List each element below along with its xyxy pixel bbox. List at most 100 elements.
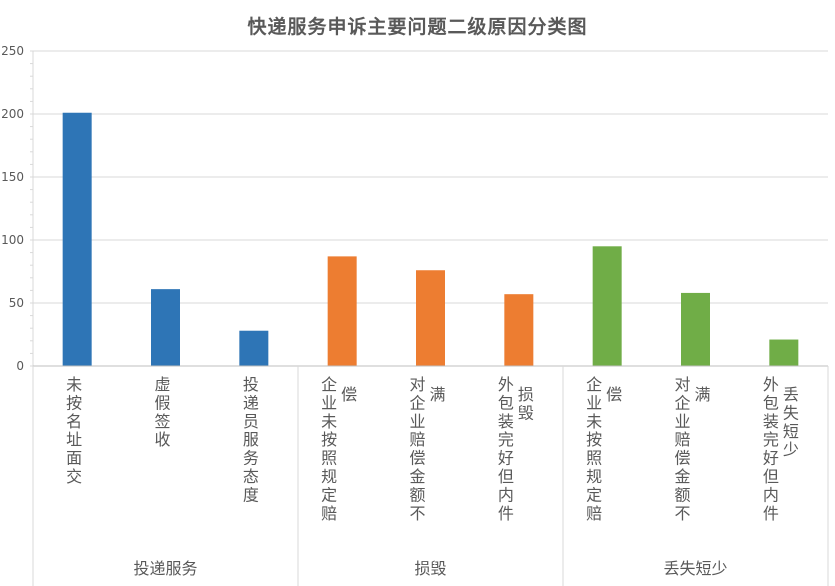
chart-title: 快递服务申诉主要问题二级原因分类图 bbox=[247, 16, 588, 38]
bar bbox=[327, 256, 357, 366]
category-label-char: 按 bbox=[321, 430, 337, 449]
category-label-char: 企 bbox=[409, 393, 425, 412]
category-label-char: 偿 bbox=[606, 385, 622, 404]
category-label-char: 件 bbox=[763, 504, 779, 523]
category-label-char: 赔 bbox=[409, 430, 425, 449]
category-label-char: 按 bbox=[586, 430, 602, 449]
category-label-char: 业 bbox=[321, 393, 337, 412]
category-label-char: 好 bbox=[498, 449, 514, 468]
category-label-char: 收 bbox=[154, 430, 170, 449]
bar bbox=[151, 289, 180, 366]
category-label-char: 面 bbox=[66, 449, 82, 468]
category-label-char: 址 bbox=[66, 430, 82, 449]
group-label: 损毁 bbox=[414, 559, 446, 578]
bar bbox=[681, 292, 710, 366]
category-label-char: 服 bbox=[243, 430, 259, 449]
group-label: 丢失短少 bbox=[663, 559, 727, 578]
category-label-char: 失 bbox=[783, 403, 799, 422]
category-label-char: 内 bbox=[498, 485, 514, 504]
category-label-char: 偿 bbox=[341, 385, 357, 404]
category-label-char: 未 bbox=[321, 412, 337, 431]
bar bbox=[504, 294, 534, 366]
category-label-char: 企 bbox=[321, 375, 337, 394]
y-tick-label: 0 bbox=[16, 359, 24, 373]
category-label-char: 额 bbox=[674, 485, 690, 504]
category-label-char: 不 bbox=[674, 504, 690, 523]
category-label-char: 内 bbox=[763, 485, 779, 504]
category-label-char: 投 bbox=[243, 375, 259, 394]
bar bbox=[416, 270, 445, 366]
category-label-char: 包 bbox=[498, 393, 514, 412]
category-label-char: 装 bbox=[498, 412, 514, 431]
category-label-char: 金 bbox=[409, 467, 425, 486]
category-label-char: 丢 bbox=[783, 385, 799, 404]
category-label-char: 毁 bbox=[518, 403, 534, 422]
category-label-char: 企 bbox=[586, 375, 602, 394]
bars bbox=[62, 112, 799, 367]
bar bbox=[592, 246, 622, 366]
category-label-char: 好 bbox=[763, 449, 779, 468]
category-label-char: 度 bbox=[243, 485, 259, 504]
category-label-char: 赔 bbox=[321, 504, 337, 523]
category-label-char: 完 bbox=[763, 430, 779, 449]
category-label-char: 不 bbox=[409, 504, 425, 523]
category-label-char: 名 bbox=[66, 412, 82, 431]
category-label-char: 包 bbox=[763, 393, 779, 412]
category-label-char: 赔 bbox=[674, 430, 690, 449]
category-label-char: 务 bbox=[243, 449, 259, 468]
category-label-char: 但 bbox=[763, 467, 779, 486]
category-label-char: 对 bbox=[674, 375, 690, 394]
category-label-char: 满 bbox=[694, 385, 710, 404]
y-tick-label: 150 bbox=[1, 170, 24, 184]
category-label-char: 定 bbox=[586, 485, 602, 504]
category-label-char: 业 bbox=[674, 412, 690, 431]
category-label-char: 业 bbox=[409, 412, 425, 431]
bar bbox=[239, 330, 269, 366]
category-label-char: 完 bbox=[498, 430, 514, 449]
category-label-char: 签 bbox=[154, 412, 170, 431]
x-axis: 未按名址面交虚假签收投递员服务态度投递服务企业未按照规定赔偿对企业赔偿金额不满外… bbox=[32, 365, 829, 586]
category-label-char: 未 bbox=[586, 412, 602, 431]
gridlines bbox=[33, 50, 828, 304]
bar bbox=[62, 112, 92, 367]
category-label-char: 外 bbox=[763, 375, 779, 394]
category-label-char: 满 bbox=[429, 385, 445, 404]
y-axis: 0 50 100 150 200 250 bbox=[1, 44, 34, 373]
category-label-char: 但 bbox=[498, 467, 514, 486]
category-label-char: 少 bbox=[783, 440, 799, 459]
y-tick-label: 200 bbox=[1, 107, 24, 121]
category-label-char: 额 bbox=[409, 485, 425, 504]
category-label-char: 交 bbox=[66, 467, 82, 486]
category-label-char: 损 bbox=[518, 385, 534, 404]
category-label-char: 外 bbox=[498, 375, 514, 394]
category-label-char: 员 bbox=[243, 412, 259, 431]
category-label-char: 装 bbox=[763, 412, 779, 431]
category-label-char: 假 bbox=[154, 393, 170, 412]
category-label-char: 未 bbox=[66, 375, 82, 394]
y-tick-label: 100 bbox=[1, 233, 24, 247]
category-label-char: 偿 bbox=[409, 449, 425, 468]
category-label-char: 照 bbox=[321, 449, 337, 468]
y-tick-label: 50 bbox=[9, 296, 24, 310]
group-label: 投递服务 bbox=[133, 559, 197, 578]
category-label-char: 对 bbox=[409, 375, 425, 394]
category-label-char: 企 bbox=[674, 393, 690, 412]
category-label-char: 规 bbox=[321, 467, 337, 486]
category-label-char: 金 bbox=[674, 467, 690, 486]
category-label-char: 短 bbox=[783, 422, 799, 441]
category-label-char: 赔 bbox=[586, 504, 602, 523]
category-label-char: 态 bbox=[243, 467, 259, 486]
category-label-char: 偿 bbox=[674, 449, 690, 468]
category-label-char: 虚 bbox=[154, 375, 170, 394]
category-label-char: 递 bbox=[243, 393, 259, 412]
